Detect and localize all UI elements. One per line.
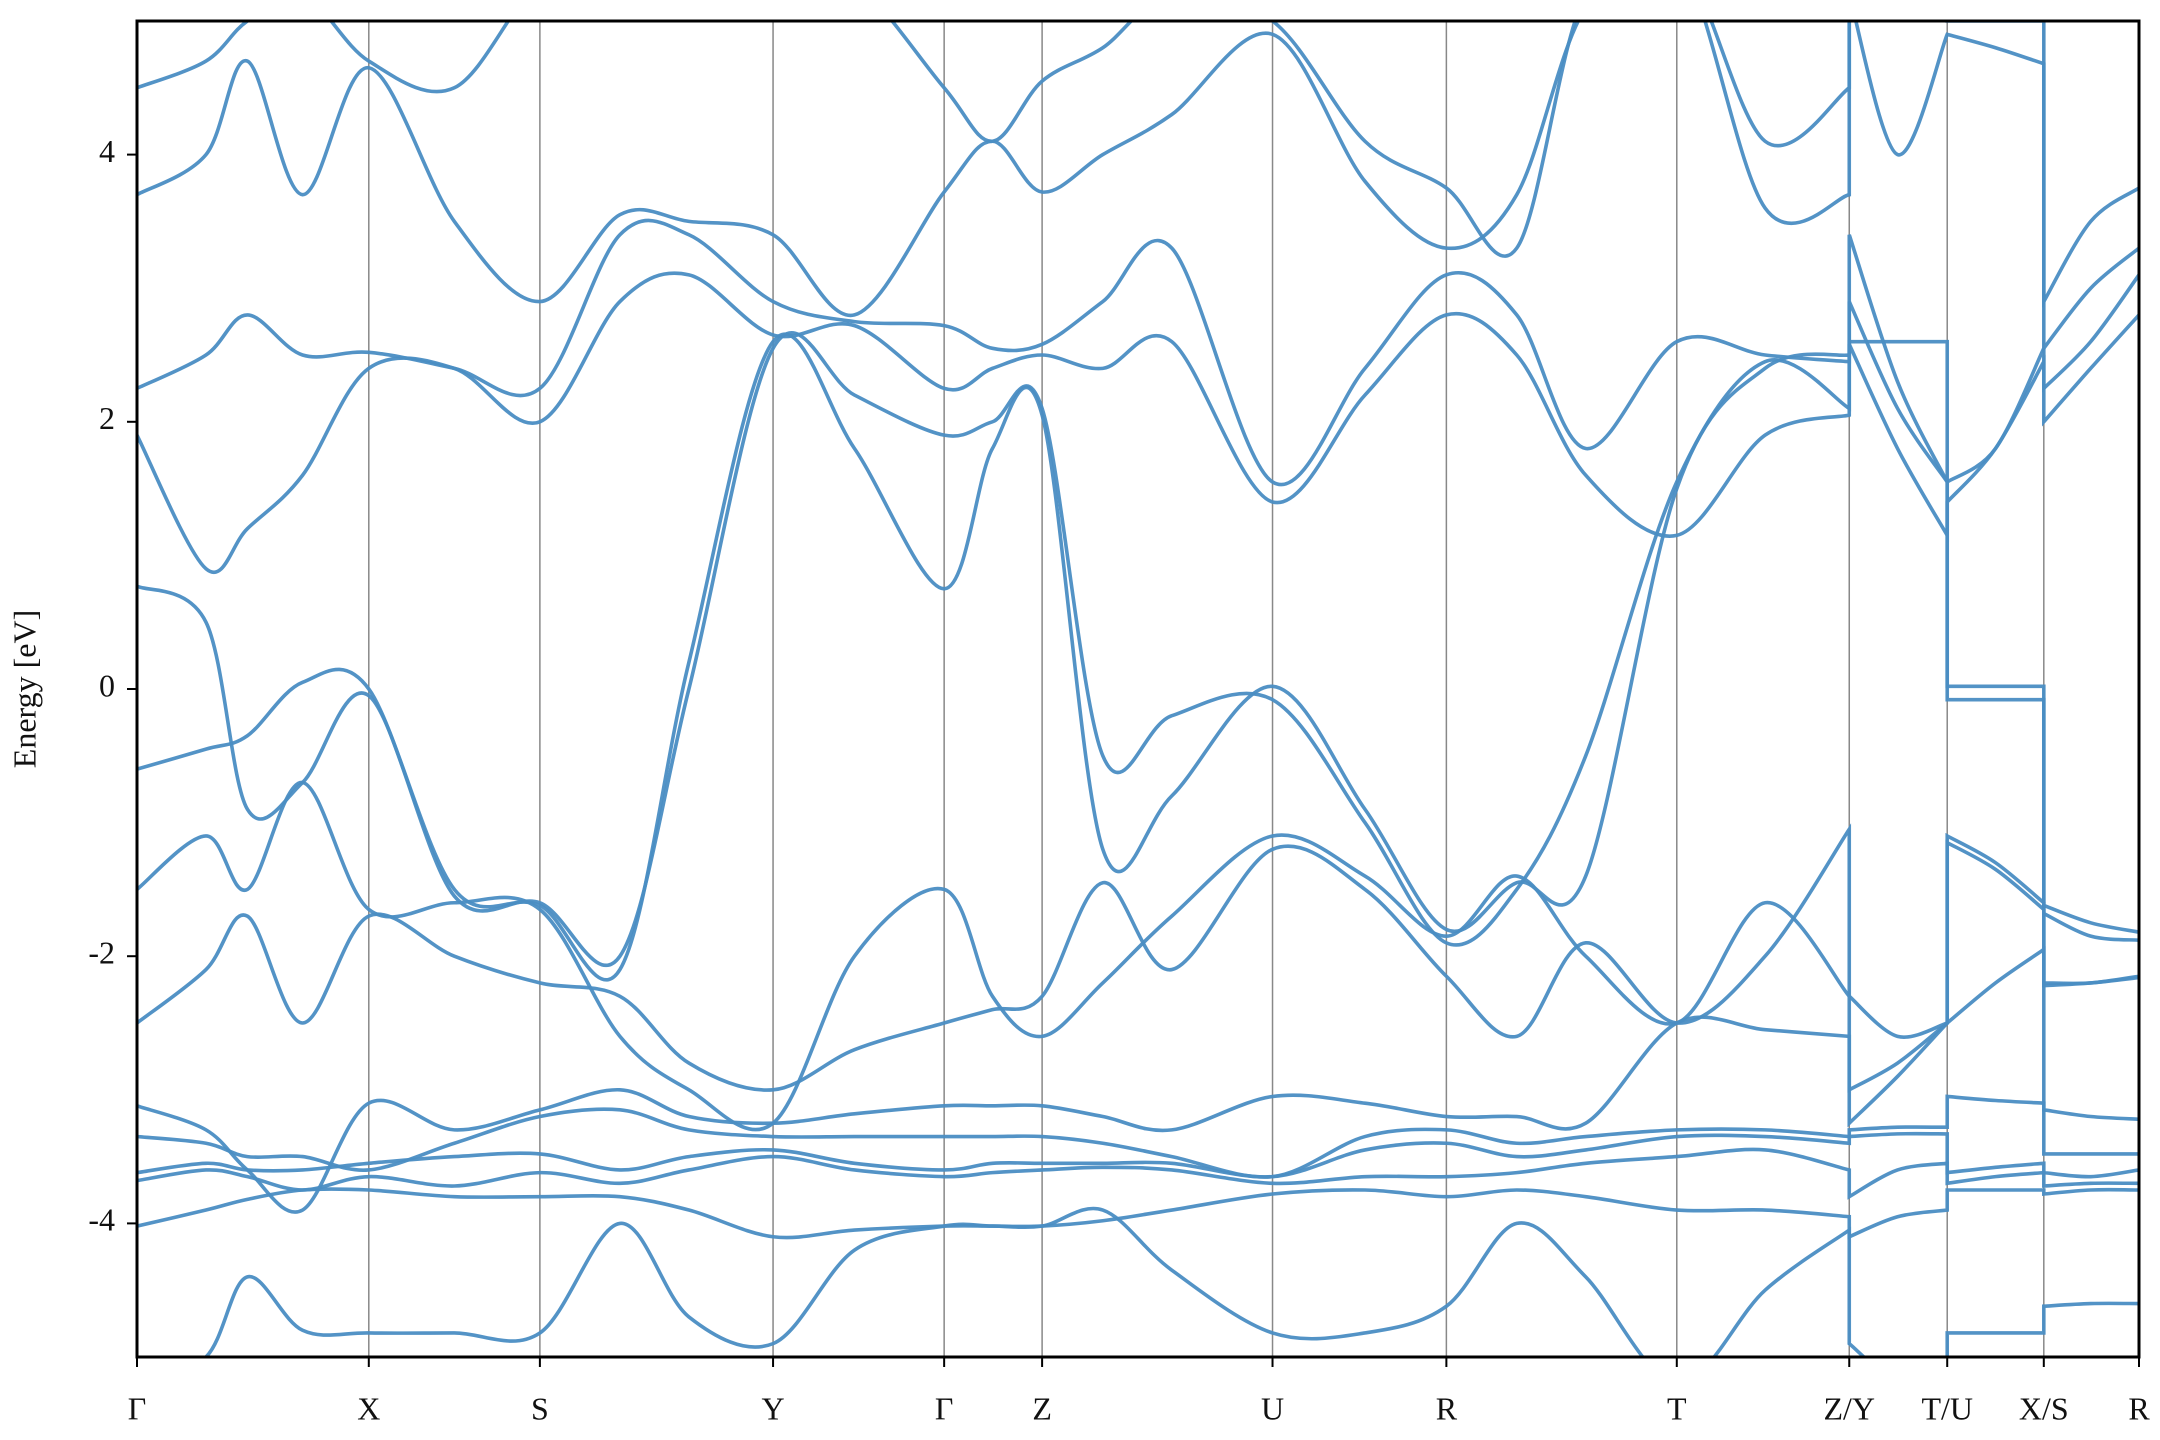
band-line	[137, 780, 2139, 1132]
y-tick-label: 2	[99, 400, 115, 436]
band-line	[137, 1147, 2139, 1200]
x-tick-label: T/U	[1921, 1390, 1973, 1426]
band-line	[137, 1187, 2139, 1240]
band-line	[203, 1206, 2139, 1357]
x-tick-label: Z/Y	[1823, 1390, 1875, 1426]
band-line	[137, 271, 2139, 574]
x-tick-label: S	[531, 1390, 549, 1426]
band-line	[137, 1131, 2139, 1179]
labels: Γ X S Y Γ Z U R T Z/Y T/U X/S R -4 -2 0 2 4	[88, 133, 2150, 1426]
band-line	[137, 332, 2139, 982]
x-tick-label: R	[1436, 1390, 1458, 1426]
band-line	[137, 1094, 2139, 1179]
bands	[137, 21, 2139, 1357]
y-tick-label: 4	[99, 133, 115, 169]
band-line	[137, 823, 2139, 1092]
x-tick-label: T	[1667, 1390, 1687, 1426]
x-tick-label: X	[357, 1390, 380, 1426]
y-tick-label: -4	[88, 1202, 115, 1238]
x-tick-label: R	[2128, 1390, 2150, 1426]
y-axis-label: Energy [eV]	[6, 610, 42, 768]
band-line	[137, 218, 2139, 487]
x-tick-label: Y	[762, 1390, 785, 1426]
band-line	[137, 832, 2139, 1214]
x-tick-label: Γ	[128, 1390, 147, 1426]
band-line	[137, 300, 2139, 967]
x-tick-label: Γ	[935, 1390, 954, 1426]
y-tick-label: -2	[88, 935, 115, 971]
x-tick-label: U	[1261, 1390, 1284, 1426]
x-tick-label: X/S	[2019, 1390, 2069, 1426]
x-tick-label: Z	[1032, 1390, 1052, 1426]
band-line	[137, 21, 2139, 354]
y-tick-label: 0	[99, 667, 115, 703]
band-line	[137, 21, 2139, 317]
